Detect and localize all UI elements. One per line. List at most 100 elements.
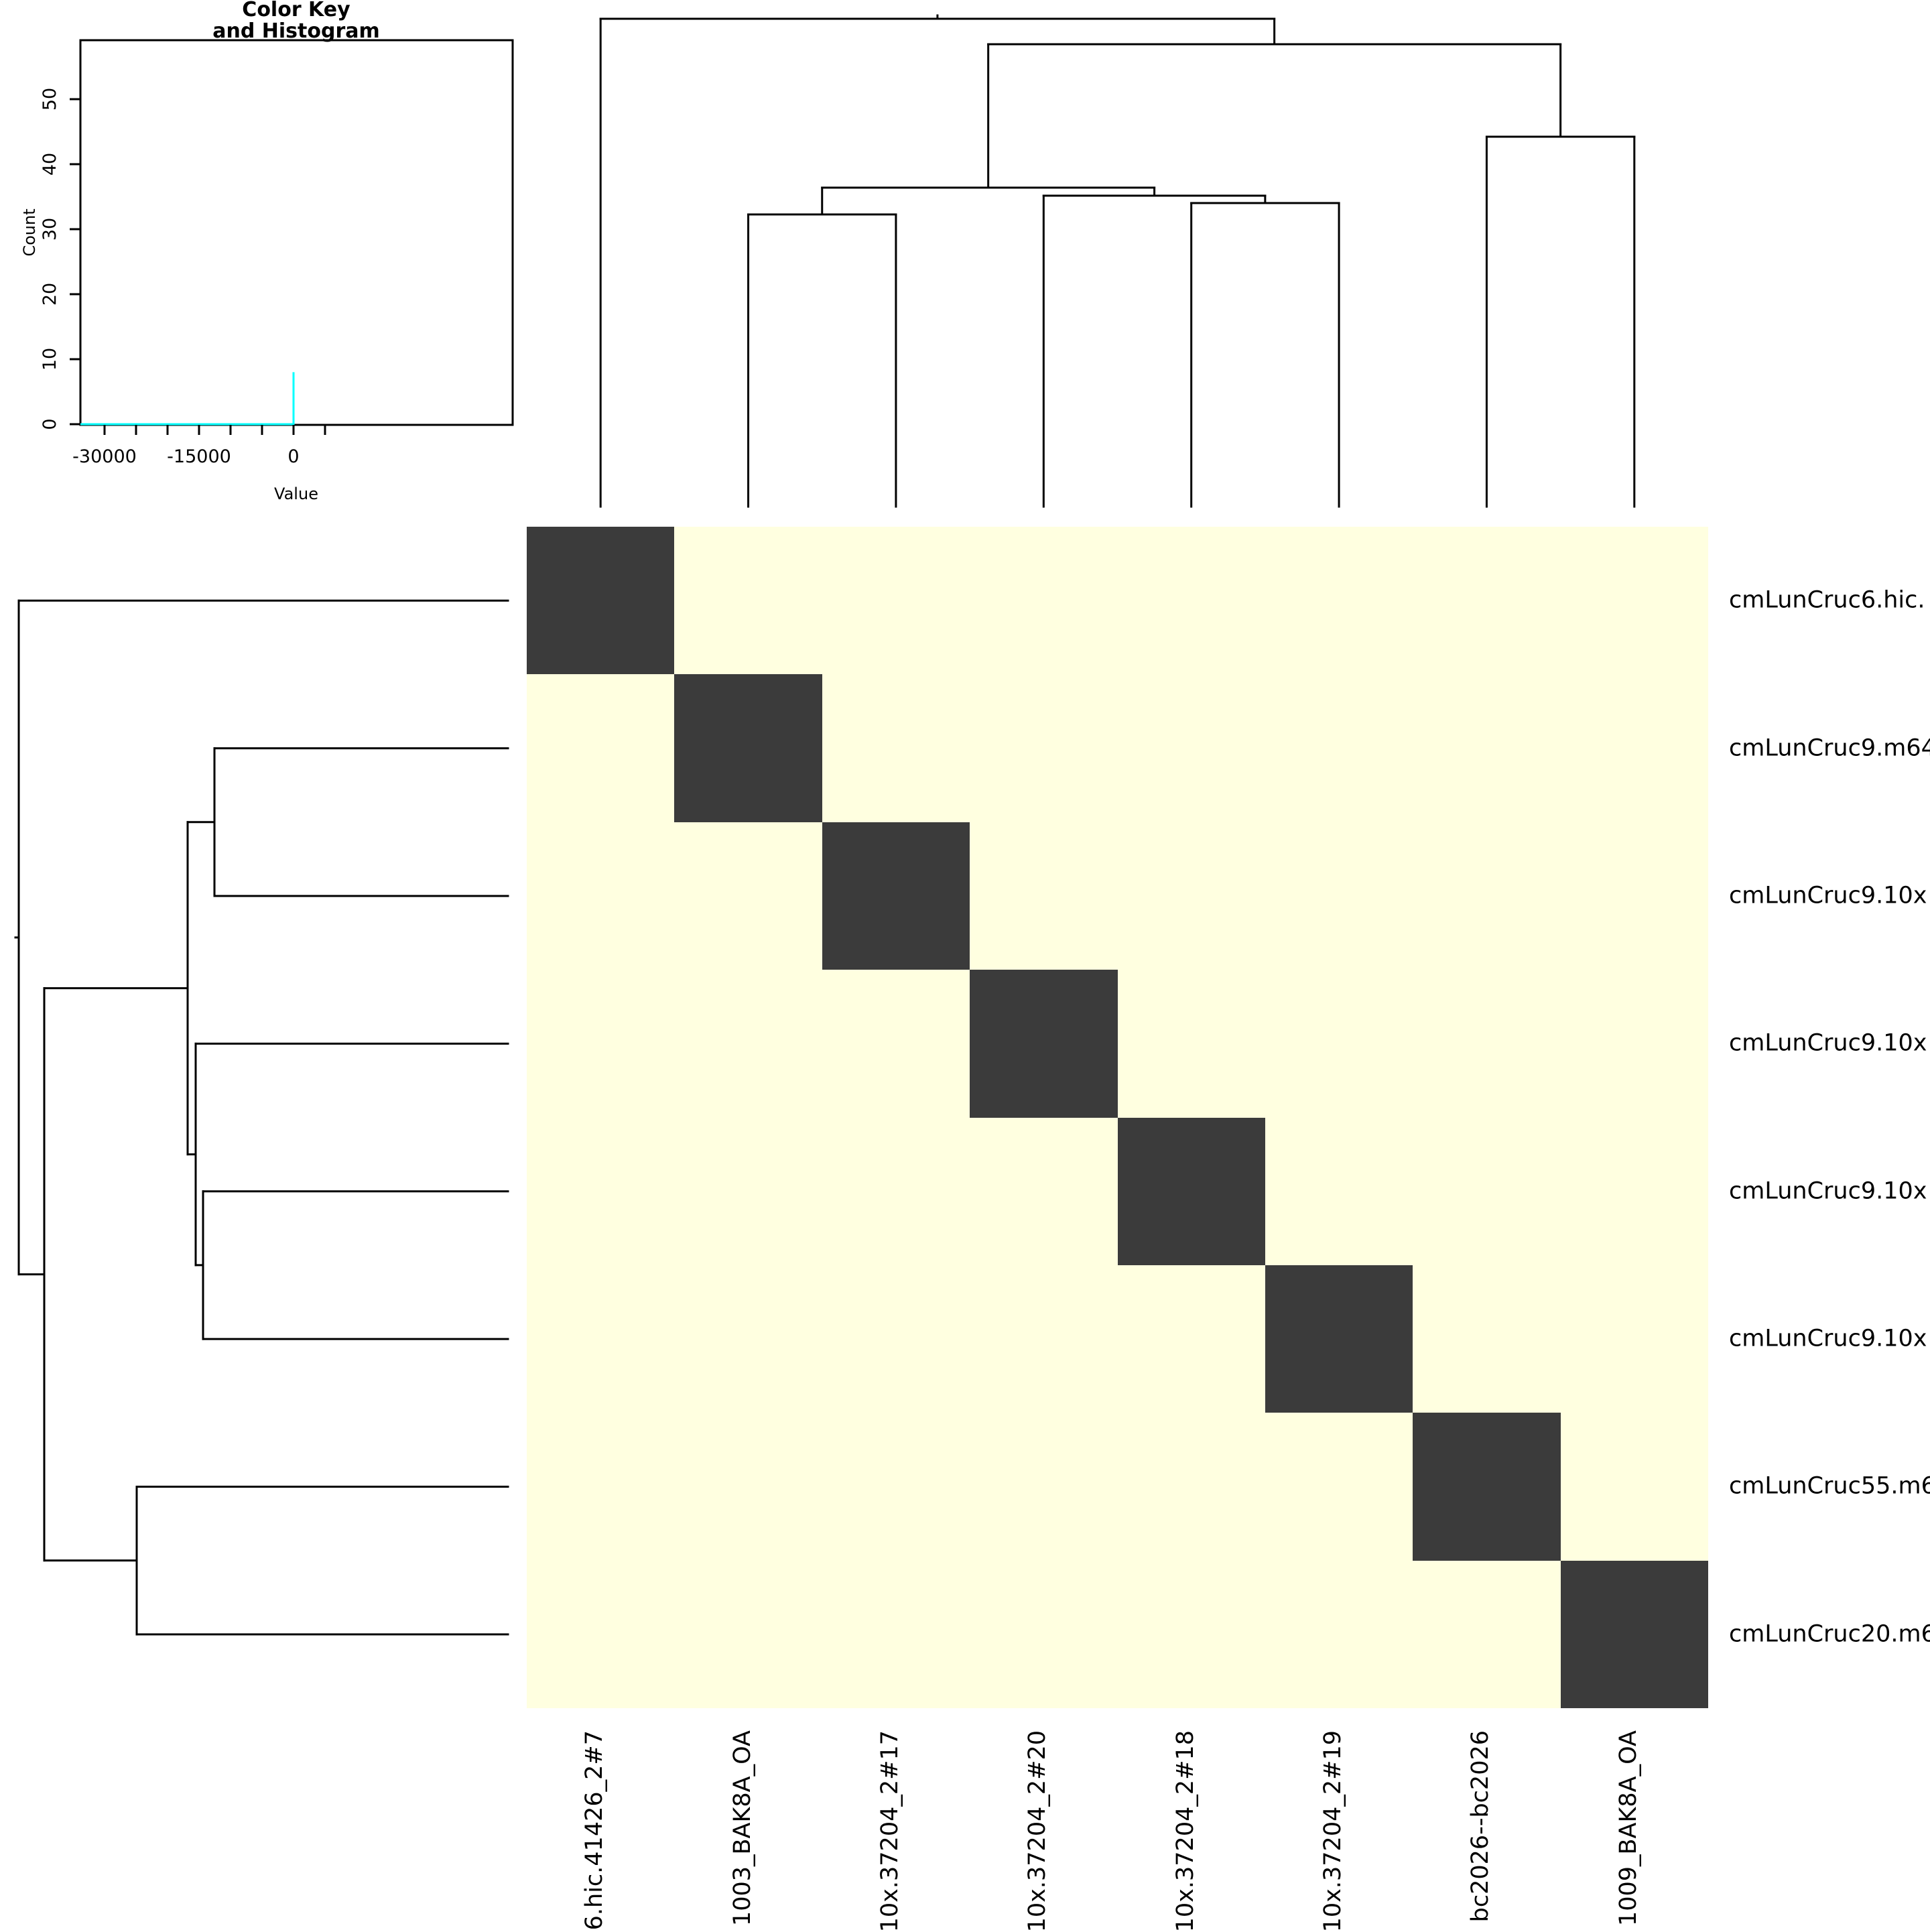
column-label: 10x.37204_2#17 [877, 1730, 903, 1932]
heatmap-cell [1265, 1413, 1413, 1561]
heatmap-cell [1560, 1413, 1708, 1561]
heatmap-cell [970, 1413, 1118, 1561]
column-label: bc2026--bc2026 [1467, 1730, 1494, 1922]
row-label: cmLunCruc9.10x [1729, 1325, 1927, 1352]
heatmap-cell [527, 970, 675, 1118]
column-dendrogram [599, 14, 1636, 508]
heatmap-cell [1117, 1117, 1265, 1265]
column-label-text: 10x.37204_2#19 [1320, 1730, 1346, 1932]
column-label: 1009_BAK8A_OA [1615, 1730, 1642, 1926]
row-label: cmLunCruc9.10x [1729, 1029, 1927, 1057]
heatmap-cell [674, 1265, 822, 1413]
heatmap-cell [1265, 674, 1413, 822]
column-label-text: 1003_BAK8A_OA [729, 1730, 756, 1927]
heatmap-cell [822, 1560, 970, 1708]
heatmap-cell [674, 527, 822, 675]
heatmap-cell [970, 822, 1118, 970]
heatmap-cell [527, 1117, 675, 1265]
heatmap-cell [970, 1117, 1118, 1265]
heatmap-cell [1265, 970, 1413, 1118]
heatmap-cell [1413, 822, 1561, 970]
row-label: cmLunCruc9.10x [1729, 1177, 1927, 1205]
y-tick-label: 20 [40, 283, 60, 306]
heatmap-cell [822, 1413, 970, 1561]
heatmap-cell [1117, 970, 1265, 1118]
heatmap-cell [527, 527, 675, 675]
heatmap-cell [527, 822, 675, 970]
heatmap-cell [527, 674, 675, 822]
row-label: cmLunCruc20.m6 [1729, 1620, 1930, 1648]
heatmap-cell [527, 1413, 675, 1561]
color-key-title-line2: and Histogram [212, 19, 380, 43]
heatmap-cell [674, 1117, 822, 1265]
x-tick-label: 0 [287, 446, 299, 467]
heatmap-cell [1413, 1265, 1561, 1413]
column-label: 10x.37204_2#19 [1320, 1730, 1346, 1932]
row-label: cmLunCruc55.m6 [1729, 1472, 1930, 1500]
heatmap-cell [822, 822, 970, 970]
column-label-text: bc2026--bc2026 [1467, 1730, 1494, 1923]
x-axis-label: Value [274, 485, 318, 503]
heatmap-cell [527, 1560, 675, 1708]
column-label: 6.hic.41426_2#7 [581, 1730, 608, 1930]
heatmap-cell [970, 674, 1118, 822]
heatmap-cell [674, 970, 822, 1118]
heatmap-cell [674, 1413, 822, 1561]
color-key-x-ticks [103, 425, 326, 435]
heatmap-cell [1265, 1265, 1413, 1413]
column-label-text: 10x.37204_2#18 [1172, 1730, 1199, 1932]
y-tick-label: 10 [40, 348, 60, 371]
heatmap-cell [1413, 527, 1561, 675]
column-label: 10x.37204_2#20 [1024, 1730, 1051, 1932]
y-tick-label: 0 [40, 418, 60, 430]
heatmap-cell [1560, 970, 1708, 1118]
heatmap-cell [1560, 1560, 1708, 1708]
column-label-text: 10x.37204_2#20 [1024, 1730, 1051, 1932]
row-dendrogram [14, 599, 509, 1636]
heatmap-cell [1413, 1560, 1561, 1708]
color-key-y-ticks [70, 98, 80, 426]
histogram-trace-line [80, 372, 295, 426]
heatmap-cell [1117, 822, 1265, 970]
column-label-text: 1009_BAK8A_OA [1615, 1730, 1642, 1927]
heatmap-cell [1413, 1413, 1561, 1561]
y-tick-label: 30 [40, 218, 60, 241]
heatmap-cell [970, 1265, 1118, 1413]
color-key-panel: Color Key and Histogram -30000 -15000 0 … [20, 0, 514, 503]
heatmap-cell [1117, 1560, 1265, 1708]
heatmap-cell [1413, 970, 1561, 1118]
y-axis-label: Count [20, 208, 39, 256]
heatmap-cell [822, 527, 970, 675]
heatmap-cell [1117, 527, 1265, 675]
heatmap-cell [674, 674, 822, 822]
color-key-histogram-trace [80, 372, 295, 426]
row-label: cmLunCruc6.hic. [1729, 586, 1925, 614]
y-tick-label: 40 [40, 153, 60, 176]
heatmap-cell [1413, 674, 1561, 822]
heatmap-cell [1265, 1117, 1413, 1265]
heatmap-cell [674, 1560, 822, 1708]
heatmap-cell [1265, 1560, 1413, 1708]
heatmap-cell [1265, 822, 1413, 970]
heatmap-cell [970, 527, 1118, 675]
row-label: cmLunCruc9.10x [1729, 882, 1927, 909]
heatmap-cell [1560, 527, 1708, 675]
column-label-text: 10x.37204_2#17 [877, 1730, 903, 1932]
heatmap-cell [970, 1560, 1118, 1708]
heatmap-cell [822, 1265, 970, 1413]
heatmap-cell [1117, 1265, 1265, 1413]
column-label: 1003_BAK8A_OA [729, 1730, 756, 1926]
color-key-plot-box [79, 39, 514, 426]
heatmap-cell [1413, 1117, 1561, 1265]
heatmap-matrix [527, 527, 1708, 1708]
color-key-title-line1: Color Key [242, 0, 350, 21]
heatmap-cell [822, 970, 970, 1118]
heatmap-cell [822, 1117, 970, 1265]
heatmap-cell [1265, 527, 1413, 675]
heatmap-cell [822, 674, 970, 822]
heatmap-cell [527, 1265, 675, 1413]
heatmap-cell [1117, 1413, 1265, 1561]
heatmap-cell [1560, 1117, 1708, 1265]
